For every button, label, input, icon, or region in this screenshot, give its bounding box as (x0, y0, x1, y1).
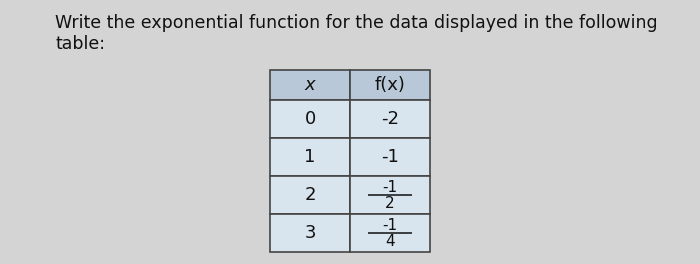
Bar (270, 214, 350, 252)
Text: 1: 1 (304, 148, 316, 166)
Text: 0: 0 (304, 110, 316, 128)
Text: 2: 2 (385, 196, 395, 210)
Text: 4: 4 (385, 233, 395, 248)
Text: f(x): f(x) (374, 76, 405, 94)
Text: -1: -1 (381, 148, 399, 166)
Bar (270, 70, 350, 100)
Bar (350, 214, 430, 252)
Text: table:: table: (55, 35, 105, 53)
Bar (270, 138, 350, 176)
Bar (350, 138, 430, 176)
Bar (350, 100, 430, 138)
Text: Write the exponential function for the data displayed in the following: Write the exponential function for the d… (55, 14, 657, 32)
Bar (350, 176, 430, 214)
Text: 2: 2 (304, 186, 316, 204)
Text: 3: 3 (304, 224, 316, 242)
Text: -1: -1 (382, 218, 398, 233)
Text: x: x (304, 76, 315, 94)
Text: -1: -1 (382, 180, 398, 195)
Bar (350, 70, 430, 100)
Text: -2: -2 (381, 110, 399, 128)
Bar (270, 100, 350, 138)
Bar (270, 176, 350, 214)
